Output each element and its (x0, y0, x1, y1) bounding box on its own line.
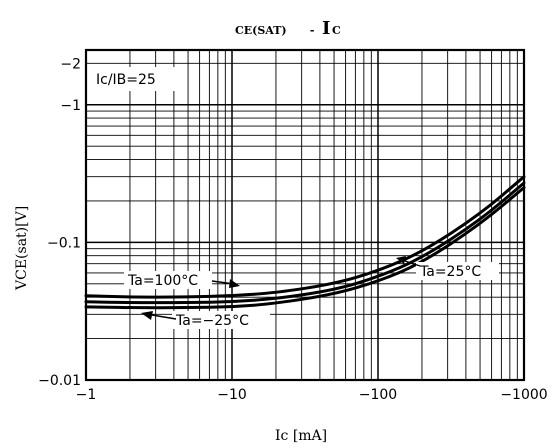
y-tick-label: −1 (60, 98, 81, 114)
condition-label-box: Ic/IB=25 (91, 67, 182, 91)
series-line-0 (84, 175, 526, 299)
arrow-ta-25-icon (141, 311, 153, 320)
series-annotations: Ta=100°C Ta=25°C Ta=−25°C (124, 256, 499, 329)
y-axis-label: VCE(sat)[V] (14, 206, 30, 291)
title-separator: - (306, 24, 318, 37)
plot-frame (84, 48, 526, 382)
arrow-ta100-icon (229, 279, 240, 288)
arrow-ta25-icon (396, 256, 406, 264)
title-main: I (322, 18, 330, 39)
y-tick-label: −2 (60, 56, 81, 72)
title-prefix: CE(SAT) (235, 24, 287, 37)
annotation-ta100: Ta=100°C (127, 273, 198, 289)
title-sub: C (332, 24, 341, 37)
x-tick-label: −10 (217, 387, 247, 403)
chart-title: CE(SAT) - I C (235, 18, 341, 39)
x-tick-label: −1000 (500, 387, 547, 403)
grid (86, 50, 524, 380)
series-line-1 (84, 181, 526, 305)
tick-labels: −1 −10 −100 −1000 −0.01 −0.1 −1 −2 (38, 56, 548, 403)
x-axis-label: Ic [mA] (275, 428, 327, 444)
annotation-ta-25: Ta=−25°C (175, 313, 249, 329)
x-tick-label: −100 (359, 387, 397, 403)
y-tick-label: −0.1 (47, 235, 81, 251)
x-tick-label: −1 (76, 387, 97, 403)
condition-label: Ic/IB=25 (96, 72, 156, 88)
y-tick-label: −0.01 (38, 373, 81, 389)
annotation-ta25: Ta=25°C (419, 264, 481, 280)
series-line-2 (84, 186, 526, 310)
series-layer (84, 175, 526, 310)
